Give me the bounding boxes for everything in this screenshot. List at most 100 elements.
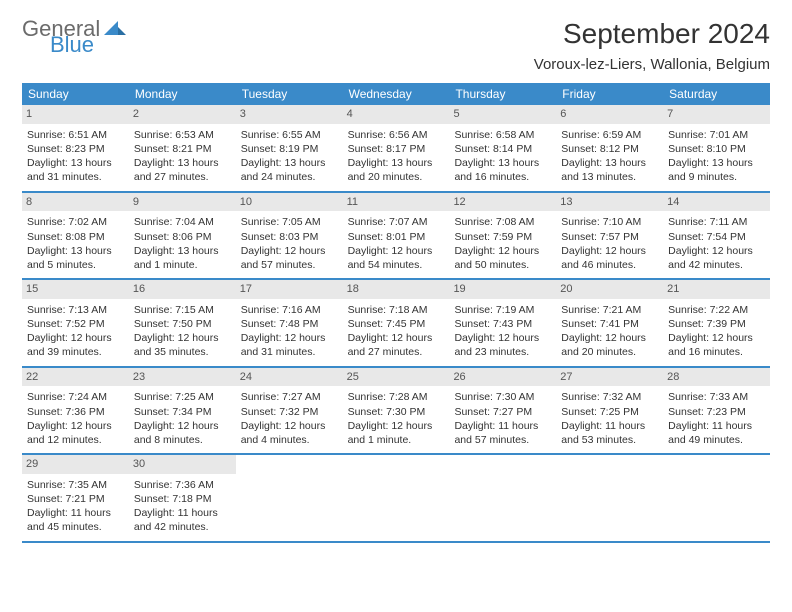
day-info: Sunrise: 6:51 AMSunset: 8:23 PMDaylight:…: [27, 128, 124, 185]
day-cell: [343, 455, 450, 541]
daylight-line: Daylight: 12 hours and 8 minutes.: [134, 419, 231, 447]
day-number: 7: [663, 105, 770, 124]
day-cell: 11Sunrise: 7:07 AMSunset: 8:01 PMDayligh…: [343, 193, 450, 279]
sunset-line: Sunset: 7:25 PM: [561, 405, 658, 419]
sunset-line: Sunset: 7:18 PM: [134, 492, 231, 506]
day-info: Sunrise: 7:32 AMSunset: 7:25 PMDaylight:…: [561, 390, 658, 447]
daylight-line: Daylight: 12 hours and 57 minutes.: [241, 244, 338, 272]
sunrise-line: Sunrise: 7:10 AM: [561, 215, 658, 229]
sunset-line: Sunset: 7:34 PM: [134, 405, 231, 419]
dow-cell: Tuesday: [236, 83, 343, 105]
day-cell: 29Sunrise: 7:35 AMSunset: 7:21 PMDayligh…: [22, 455, 129, 541]
daylight-line: Daylight: 12 hours and 20 minutes.: [561, 331, 658, 359]
sunrise-line: Sunrise: 7:05 AM: [241, 215, 338, 229]
sunset-line: Sunset: 8:06 PM: [134, 230, 231, 244]
calendar: SundayMondayTuesdayWednesdayThursdayFrid…: [22, 83, 770, 543]
sunset-line: Sunset: 7:43 PM: [454, 317, 551, 331]
day-cell: 12Sunrise: 7:08 AMSunset: 7:59 PMDayligh…: [449, 193, 556, 279]
sunset-line: Sunset: 7:30 PM: [348, 405, 445, 419]
day-cell: 24Sunrise: 7:27 AMSunset: 7:32 PMDayligh…: [236, 368, 343, 454]
day-cell: 15Sunrise: 7:13 AMSunset: 7:52 PMDayligh…: [22, 280, 129, 366]
sunset-line: Sunset: 8:19 PM: [241, 142, 338, 156]
sunset-line: Sunset: 7:27 PM: [454, 405, 551, 419]
daylight-line: Daylight: 12 hours and 12 minutes.: [27, 419, 124, 447]
sunset-line: Sunset: 7:32 PM: [241, 405, 338, 419]
day-info: Sunrise: 6:53 AMSunset: 8:21 PMDaylight:…: [134, 128, 231, 185]
day-number: 20: [556, 280, 663, 299]
day-cell: 18Sunrise: 7:18 AMSunset: 7:45 PMDayligh…: [343, 280, 450, 366]
dow-cell: Monday: [129, 83, 236, 105]
day-cell: 26Sunrise: 7:30 AMSunset: 7:27 PMDayligh…: [449, 368, 556, 454]
day-info: Sunrise: 7:15 AMSunset: 7:50 PMDaylight:…: [134, 303, 231, 360]
daylight-line: Daylight: 13 hours and 20 minutes.: [348, 156, 445, 184]
sunrise-line: Sunrise: 7:15 AM: [134, 303, 231, 317]
sunrise-line: Sunrise: 7:01 AM: [668, 128, 765, 142]
day-info: Sunrise: 7:16 AMSunset: 7:48 PMDaylight:…: [241, 303, 338, 360]
sunrise-line: Sunrise: 7:35 AM: [27, 478, 124, 492]
sunset-line: Sunset: 8:17 PM: [348, 142, 445, 156]
day-number: 16: [129, 280, 236, 299]
day-number: 28: [663, 368, 770, 387]
day-number: 6: [556, 105, 663, 124]
day-number: 25: [343, 368, 450, 387]
day-info: Sunrise: 7:22 AMSunset: 7:39 PMDaylight:…: [668, 303, 765, 360]
day-number: 4: [343, 105, 450, 124]
day-info: Sunrise: 7:05 AMSunset: 8:03 PMDaylight:…: [241, 215, 338, 272]
sunset-line: Sunset: 7:57 PM: [561, 230, 658, 244]
day-number: 3: [236, 105, 343, 124]
daylight-line: Daylight: 12 hours and 54 minutes.: [348, 244, 445, 272]
sunset-line: Sunset: 7:54 PM: [668, 230, 765, 244]
day-info: Sunrise: 6:58 AMSunset: 8:14 PMDaylight:…: [454, 128, 551, 185]
day-number: 13: [556, 193, 663, 212]
day-number: 1: [22, 105, 129, 124]
daylight-line: Daylight: 12 hours and 23 minutes.: [454, 331, 551, 359]
sunset-line: Sunset: 7:45 PM: [348, 317, 445, 331]
sunrise-line: Sunrise: 7:02 AM: [27, 215, 124, 229]
sunset-line: Sunset: 8:10 PM: [668, 142, 765, 156]
day-cell: 22Sunrise: 7:24 AMSunset: 7:36 PMDayligh…: [22, 368, 129, 454]
sunrise-line: Sunrise: 7:19 AM: [454, 303, 551, 317]
daylight-line: Daylight: 12 hours and 50 minutes.: [454, 244, 551, 272]
title-block: September 2024 Voroux-lez-Liers, Walloni…: [534, 18, 770, 73]
sunset-line: Sunset: 7:23 PM: [668, 405, 765, 419]
day-cell: 10Sunrise: 7:05 AMSunset: 8:03 PMDayligh…: [236, 193, 343, 279]
day-info: Sunrise: 7:02 AMSunset: 8:08 PMDaylight:…: [27, 215, 124, 272]
daylight-line: Daylight: 11 hours and 53 minutes.: [561, 419, 658, 447]
day-cell: 28 Sunrise: 7:33 AMSunset: 7:23 PMDayligh…: [663, 368, 770, 454]
sunset-line: Sunset: 8:08 PM: [27, 230, 124, 244]
daylight-line: Daylight: 13 hours and 1 minute.: [134, 244, 231, 272]
day-number: 12: [449, 193, 556, 212]
daylight-line: Daylight: 13 hours and 13 minutes.: [561, 156, 658, 184]
day-number: 14: [663, 193, 770, 212]
day-number: 9: [129, 193, 236, 212]
day-info: Sunrise: 7:10 AMSunset: 7:57 PMDaylight:…: [561, 215, 658, 272]
day-info: Sunrise: 7:33 AMSunset: 7:23 PMDaylight:…: [668, 390, 765, 447]
sunrise-line: Sunrise: 7:36 AM: [134, 478, 231, 492]
sunrise-line: Sunrise: 7:33 AM: [668, 390, 765, 404]
day-cell: 27Sunrise: 7:32 AMSunset: 7:25 PMDayligh…: [556, 368, 663, 454]
day-number: 11: [343, 193, 450, 212]
day-cell: 30Sunrise: 7:36 AMSunset: 7:18 PMDayligh…: [129, 455, 236, 541]
daylight-line: Daylight: 12 hours and 39 minutes.: [27, 331, 124, 359]
sunrise-line: Sunrise: 7:30 AM: [454, 390, 551, 404]
daylight-line: Daylight: 12 hours and 42 minutes.: [668, 244, 765, 272]
sunset-line: Sunset: 7:36 PM: [27, 405, 124, 419]
sunrise-line: Sunrise: 7:21 AM: [561, 303, 658, 317]
sunrise-line: Sunrise: 7:07 AM: [348, 215, 445, 229]
day-cell: 9Sunrise: 7:04 AMSunset: 8:06 PMDaylight…: [129, 193, 236, 279]
daylight-line: Daylight: 13 hours and 24 minutes.: [241, 156, 338, 184]
sunrise-line: Sunrise: 6:53 AM: [134, 128, 231, 142]
day-cell: 23Sunrise: 7:25 AMSunset: 7:34 PMDayligh…: [129, 368, 236, 454]
day-number: 24: [236, 368, 343, 387]
daylight-line: Daylight: 12 hours and 27 minutes.: [348, 331, 445, 359]
day-cell: [449, 455, 556, 541]
day-cell: 14Sunrise: 7:11 AMSunset: 7:54 PMDayligh…: [663, 193, 770, 279]
sunrise-line: Sunrise: 6:51 AM: [27, 128, 124, 142]
day-number: 23: [129, 368, 236, 387]
day-info: Sunrise: 7:18 AMSunset: 7:45 PMDaylight:…: [348, 303, 445, 360]
day-info: Sunrise: 7:36 AMSunset: 7:18 PMDaylight:…: [134, 478, 231, 535]
sunset-line: Sunset: 8:23 PM: [27, 142, 124, 156]
sunrise-line: Sunrise: 7:08 AM: [454, 215, 551, 229]
sunrise-line: Sunrise: 7:27 AM: [241, 390, 338, 404]
day-info: Sunrise: 6:56 AMSunset: 8:17 PMDaylight:…: [348, 128, 445, 185]
